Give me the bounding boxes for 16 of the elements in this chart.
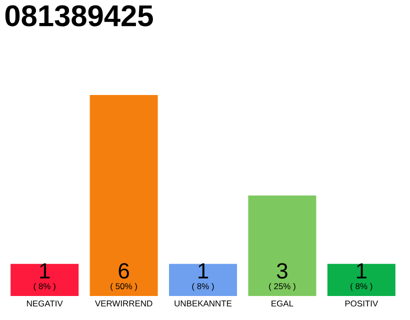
x-tick-label: EGAL (272, 300, 294, 307)
data-label: ( 8% ) (350, 283, 372, 291)
data-label: ( 8% ) (34, 283, 56, 291)
data-label: ( 8% ) (192, 283, 214, 291)
x-tick-label: POSITIV (345, 300, 378, 307)
data-label: ( 50% ) (110, 283, 137, 291)
data-label: ( 25% ) (269, 283, 296, 291)
x-tick-label: VERWIRREND (94, 300, 152, 306)
annotation: 1 (40, 263, 50, 278)
x-tick-label: UNBEKANNTE (174, 300, 232, 306)
annotation: 6 (118, 263, 129, 279)
x-tick-label: NEGATIV (27, 300, 63, 307)
chart-title: 081389425 (5, 5, 153, 26)
annotation: 1 (198, 263, 208, 278)
annotation: 1 (356, 263, 366, 278)
annotation: 3 (276, 263, 288, 279)
